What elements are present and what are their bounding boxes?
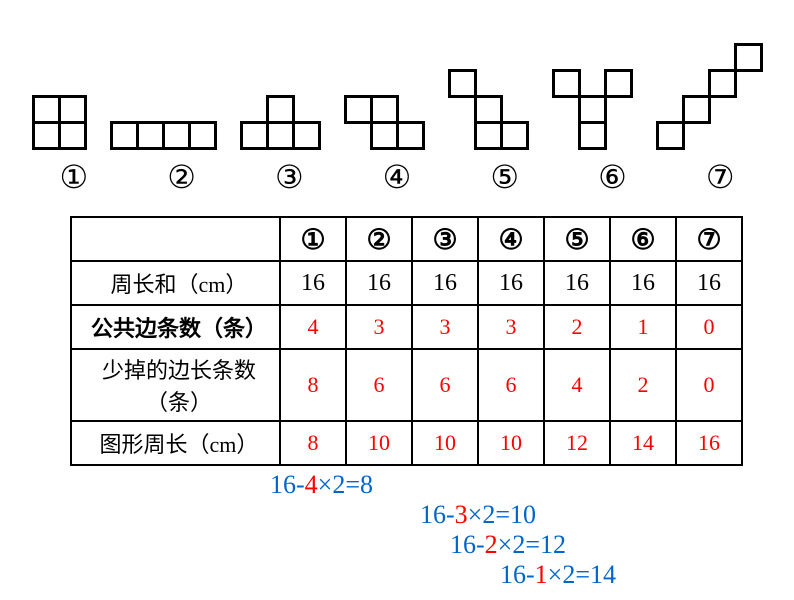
shape-number-label: ④ <box>343 158 451 196</box>
table-cell: 16 <box>412 261 478 305</box>
col-header: ④ <box>478 217 544 261</box>
perimeter-data-table: ① ② ③ ④ ⑤ ⑥ ⑦ 周长和（cm）16161616161616公共边条数… <box>70 216 743 466</box>
table-cell: 16 <box>346 261 412 305</box>
tetromino-svg <box>448 69 529 150</box>
table-cell: 4 <box>280 305 346 349</box>
tetromino-shape <box>334 95 435 150</box>
table-cell: 16 <box>676 421 742 465</box>
row-label: 图形周长（cm） <box>71 421 280 465</box>
tetromino-svg <box>656 43 763 150</box>
table-cell: 3 <box>478 305 544 349</box>
table-cell: 4 <box>544 349 610 421</box>
table-cell: 16 <box>610 261 676 305</box>
shape-number-label: ③ <box>235 158 343 196</box>
table-cell: 6 <box>478 349 544 421</box>
col-header: ⑤ <box>544 217 610 261</box>
table-cell: 2 <box>544 305 610 349</box>
table-row: 图形周长（cm）8101010121416 <box>71 421 742 465</box>
table-row: 周长和（cm）16161616161616 <box>71 261 742 305</box>
tetromino-svg <box>344 95 425 150</box>
equation-line: 16-3×2=10 <box>420 500 784 530</box>
table-cell: 12 <box>544 421 610 465</box>
table-cell: 1 <box>610 305 676 349</box>
tetromino-shape <box>100 121 227 150</box>
table-cell: 3 <box>346 305 412 349</box>
equation-line: 16-2×2=12 <box>450 530 784 560</box>
shape-number-label: ② <box>128 158 236 196</box>
tetromino-shape <box>542 69 643 150</box>
table-cell: 16 <box>478 261 544 305</box>
row-label: 公共边条数（条） <box>71 305 280 349</box>
equations-block: 16-4×2=816-3×2=1016-2×2=1216-1×2=14 <box>270 470 784 590</box>
tetromino-svg <box>32 95 87 150</box>
table-header-row: ① ② ③ ④ ⑤ ⑥ ⑦ <box>71 217 742 261</box>
shape-number-label: ① <box>20 158 128 196</box>
table-cell: 8 <box>280 421 346 465</box>
table-cell: 14 <box>610 421 676 465</box>
tetromino-svg <box>240 95 321 150</box>
tetromino-shape <box>438 69 539 150</box>
table-cell: 16 <box>280 261 346 305</box>
tetromino-svg <box>110 121 217 150</box>
tetromino-shape <box>230 95 331 150</box>
col-header: ① <box>280 217 346 261</box>
shape-number-label: ⑤ <box>451 158 559 196</box>
shape-number-labels-row: ①②③④⑤⑥⑦ <box>10 150 784 211</box>
tetromino-shape <box>22 95 97 150</box>
table-corner-blank <box>71 217 280 261</box>
table-cell: 0 <box>676 349 742 421</box>
tetromino-shapes-row <box>10 10 784 150</box>
equation-line: 16-4×2=8 <box>270 470 784 500</box>
col-header: ② <box>346 217 412 261</box>
table-cell: 16 <box>544 261 610 305</box>
row-label: 少掉的边长条数（条） <box>71 349 280 421</box>
shape-number-label: ⑥ <box>559 158 667 196</box>
table-cell: 10 <box>478 421 544 465</box>
table-cell: 6 <box>346 349 412 421</box>
table-cell: 10 <box>346 421 412 465</box>
table-cell: 8 <box>280 349 346 421</box>
table-cell: 3 <box>412 305 478 349</box>
tetromino-shape <box>646 43 773 150</box>
table-row: 公共边条数（条）4333210 <box>71 305 742 349</box>
equation-line: 16-1×2=14 <box>500 560 784 590</box>
table-cell: 6 <box>412 349 478 421</box>
table-row: 少掉的边长条数（条）8666420 <box>71 349 742 421</box>
table-cell: 0 <box>676 305 742 349</box>
tetromino-svg <box>552 69 633 150</box>
table-cell: 16 <box>676 261 742 305</box>
col-header: ⑦ <box>676 217 742 261</box>
row-label: 周长和（cm） <box>71 261 280 305</box>
col-header: ③ <box>412 217 478 261</box>
col-header: ⑥ <box>610 217 676 261</box>
table-cell: 10 <box>412 421 478 465</box>
shape-number-label: ⑦ <box>666 158 774 196</box>
table-cell: 2 <box>610 349 676 421</box>
